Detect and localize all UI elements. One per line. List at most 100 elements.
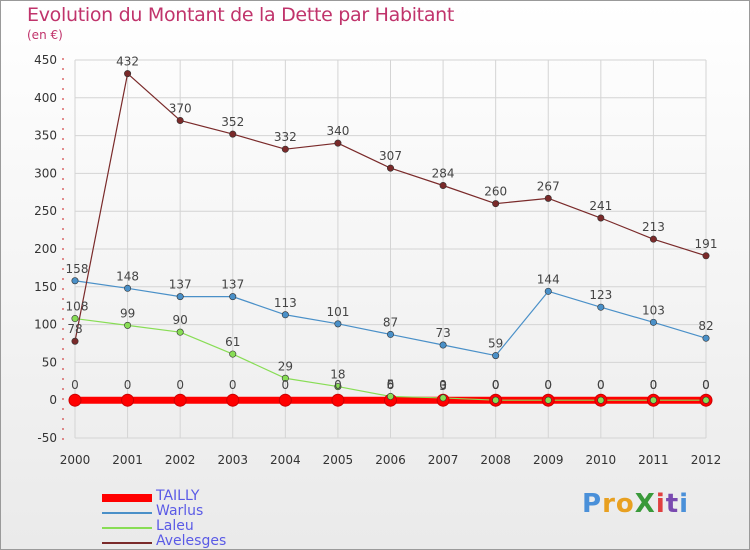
data-point-warlus	[124, 284, 132, 292]
data-point-avelesges	[492, 200, 500, 208]
data-label-tailly: 0	[597, 378, 605, 392]
legend-swatch	[102, 542, 152, 544]
data-label-extra: 0	[492, 378, 500, 392]
data-point-warlus	[229, 293, 237, 301]
x-tick-label: 2009	[533, 453, 564, 467]
data-label-tailly: 0	[544, 378, 552, 392]
data-point-laleu	[439, 394, 447, 402]
y-tick-label: 100	[34, 318, 57, 332]
data-label-warlus: 137	[169, 278, 192, 292]
data-point-warlus	[649, 318, 657, 326]
data-point-avelesges	[386, 164, 394, 172]
data-point-laleu	[71, 315, 79, 323]
data-label-warlus: 82	[698, 319, 713, 333]
logo-letter: P	[582, 489, 603, 519]
data-label-laleu: 0	[492, 378, 500, 392]
legend-label: Avelesges	[156, 533, 227, 549]
y-tick-label: 0	[49, 393, 57, 407]
data-label-tailly: 0	[229, 378, 237, 392]
data-point-laleu	[702, 396, 710, 404]
data-label-avelesges: 241	[589, 199, 612, 213]
data-label-laleu: 0	[650, 378, 658, 392]
data-label-tailly: 0	[387, 378, 395, 392]
data-point-tailly	[68, 393, 82, 407]
data-label-avelesges: 284	[432, 166, 455, 180]
y-tick-label: 250	[34, 204, 57, 218]
y-tick-label: 200	[34, 242, 57, 256]
logo-letter: i	[679, 489, 690, 519]
data-label-tailly: 0	[124, 378, 132, 392]
legend-label: Laleu	[156, 518, 194, 534]
data-label-avelesges: 340	[326, 124, 349, 138]
data-point-warlus	[702, 334, 710, 342]
x-tick-label: 2005	[323, 453, 354, 467]
data-label-avelesges: 267	[537, 179, 560, 193]
legend-swatch	[102, 512, 152, 514]
data-label-warlus: 103	[642, 303, 665, 317]
data-label-avelesges: 260	[484, 185, 507, 199]
data-point-warlus	[386, 330, 394, 338]
data-label-extra: 6	[387, 378, 395, 392]
data-label-extra: 0	[439, 378, 447, 392]
data-label-avelesges: 332	[274, 130, 297, 144]
data-label-tailly: 0	[439, 378, 447, 392]
data-point-avelesges	[439, 181, 447, 189]
data-label-avelesges: 213	[642, 220, 665, 234]
data-label-laleu: 99	[120, 306, 135, 320]
data-point-tailly	[121, 393, 135, 407]
data-point-avelesges	[334, 139, 342, 147]
x-tick-label: 2007	[428, 453, 459, 467]
data-label-laleu: 3	[439, 379, 447, 393]
unit-label: (en €)	[27, 28, 63, 42]
data-point-avelesges	[544, 194, 552, 202]
data-label-warlus: 137	[221, 278, 244, 292]
data-label-laleu: 18	[330, 368, 345, 382]
data-label-laleu: 5	[387, 377, 395, 391]
y-tick-label: 150	[34, 280, 57, 294]
legend-swatch	[102, 527, 152, 529]
data-point-tailly	[278, 393, 292, 407]
x-tick-label: 2004	[270, 453, 301, 467]
data-label-avelesges: 191	[695, 237, 718, 251]
data-point-avelesges	[702, 252, 710, 260]
data-point-avelesges	[229, 130, 237, 138]
data-label-laleu: 90	[173, 313, 188, 327]
x-tick-label: 2011	[638, 453, 669, 467]
data-label-laleu: 29	[278, 359, 293, 373]
y-tick-label: 300	[34, 166, 57, 180]
data-point-laleu	[176, 328, 184, 336]
data-point-laleu	[597, 396, 605, 404]
y-tick-label: 450	[34, 53, 57, 67]
data-label-avelesges: 432	[116, 55, 139, 69]
data-label-avelesges: 370	[169, 101, 192, 115]
x-tick-label: 2012	[691, 453, 722, 467]
data-point-warlus	[597, 303, 605, 311]
data-point-tailly	[331, 393, 345, 407]
data-label-tailly: 0	[492, 378, 500, 392]
data-point-avelesges	[176, 116, 184, 124]
y-tick-label: 400	[34, 91, 57, 105]
data-label-warlus: 59	[488, 337, 503, 351]
data-label-tailly: 0	[176, 378, 184, 392]
logo-letter: t	[665, 489, 680, 519]
data-point-warlus	[544, 287, 552, 295]
logo-letter: o	[615, 489, 635, 519]
legend-swatch	[102, 494, 152, 502]
data-label-avelesges: 352	[221, 115, 244, 129]
data-label-tailly: 0	[71, 378, 79, 392]
logo-letter: X	[634, 489, 656, 519]
data-label-laleu: 0	[702, 378, 710, 392]
data-label-warlus: 87	[383, 315, 398, 329]
data-point-warlus	[71, 277, 79, 285]
data-point-laleu	[544, 396, 552, 404]
x-tick-label: 2010	[586, 453, 617, 467]
data-point-tailly	[173, 393, 187, 407]
data-point-laleu	[334, 383, 342, 391]
data-label-warlus: 158	[66, 262, 89, 276]
x-tick-label: 2003	[217, 453, 248, 467]
data-point-avelesges	[281, 145, 289, 153]
data-point-warlus	[176, 293, 184, 301]
data-point-warlus	[334, 320, 342, 328]
x-tick-label: 2000	[60, 453, 91, 467]
